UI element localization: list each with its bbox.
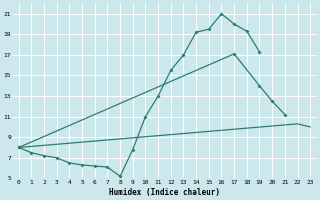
X-axis label: Humidex (Indice chaleur): Humidex (Indice chaleur) bbox=[109, 188, 220, 197]
